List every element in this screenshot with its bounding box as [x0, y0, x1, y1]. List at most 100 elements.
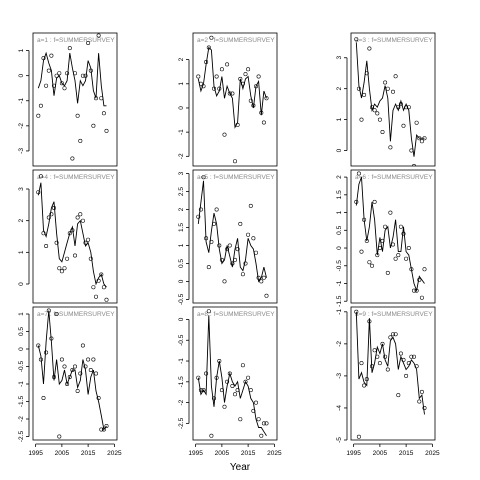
x-tick-label: 2025 [267, 450, 282, 457]
observed-point [44, 350, 49, 355]
observed-point [259, 110, 264, 115]
observed-point [62, 364, 67, 369]
observed-point [375, 111, 380, 116]
observed-point [390, 332, 395, 337]
observed-point [419, 139, 424, 144]
observed-point [65, 256, 70, 261]
observed-point [406, 105, 411, 110]
observed-point [380, 341, 385, 346]
y-tick-label: 2 [336, 175, 343, 179]
observed-point [91, 357, 96, 362]
panel-marks [196, 309, 269, 438]
observed-point [235, 388, 240, 393]
panel-frame [32, 32, 118, 167]
observed-point [204, 371, 209, 376]
observed-point [388, 210, 393, 215]
observed-point [78, 212, 83, 217]
y-tick-label: -0.5 [178, 293, 185, 305]
y-tick-label: 1 [336, 210, 343, 214]
observed-point [356, 86, 361, 91]
observed-point [67, 46, 72, 51]
y-tick-label: 3 [18, 187, 25, 191]
observed-point [212, 396, 217, 401]
observed-point [261, 275, 266, 280]
y-tick-label: 0 [18, 73, 25, 77]
observed-point [354, 37, 359, 42]
observed-point [246, 375, 251, 380]
observed-point [201, 388, 206, 393]
observed-point [104, 423, 109, 428]
observed-point [388, 335, 393, 340]
observed-point [206, 265, 211, 270]
observed-point [196, 74, 201, 79]
observed-point [227, 371, 232, 376]
observed-point [227, 243, 232, 248]
observed-point [46, 68, 51, 73]
y-tick-label: 0 [18, 347, 25, 351]
observed-point [372, 108, 377, 113]
observed-point [46, 308, 51, 313]
observed-point [204, 236, 209, 241]
observed-point [372, 348, 377, 353]
observed-point [383, 80, 388, 85]
observed-point [65, 381, 70, 386]
observed-point [259, 279, 264, 284]
panel-label: a=8 : f=SUMMERSURVEY [197, 311, 275, 318]
observed-point [217, 243, 222, 248]
y-tick-label: 0 [336, 246, 343, 250]
observed-point [57, 71, 62, 76]
y-tick-label: -2.5 [178, 417, 185, 429]
x-tick-label: 1995 [28, 450, 43, 457]
y-tick-label: 0 [178, 317, 185, 321]
observed-point [356, 171, 361, 176]
y-tick-label: -2.5 [18, 431, 25, 443]
observed-point [377, 361, 382, 366]
observed-point [254, 84, 259, 89]
y-tick-label: -0.5 [178, 334, 185, 346]
observed-point [198, 388, 203, 393]
observed-point [264, 421, 269, 426]
observed-point [233, 257, 238, 262]
observed-point [83, 364, 88, 369]
y-tick-label: 0.5 [178, 259, 185, 268]
observed-point [230, 383, 235, 388]
observed-point [96, 33, 101, 38]
panel-a4: 0 1 2 3 a=4 : f=SUMMERSURVEY [18, 169, 118, 304]
observed-point [422, 405, 427, 410]
x-tick-label: 2015 [399, 450, 414, 457]
observed-point [251, 408, 256, 413]
y-tick-label: -2 [178, 153, 185, 159]
observed-point [214, 375, 219, 380]
y-tick-label: -2 [18, 416, 25, 422]
panel-label: a=9 : f=SUMMERSURVEY [355, 311, 433, 318]
fitted-line [37, 310, 107, 431]
observed-point [57, 434, 62, 439]
observed-point [44, 244, 49, 249]
fitted-line [197, 46, 267, 129]
y-tick-label: 1.5 [178, 223, 185, 232]
panel-frame [192, 169, 278, 304]
panel-marks [196, 175, 269, 298]
observed-point [70, 156, 75, 161]
observed-point [73, 253, 78, 258]
observed-point [264, 96, 269, 101]
observed-point [227, 91, 232, 96]
observed-point [36, 113, 41, 118]
y-tick-label: 2 [178, 57, 185, 61]
observed-point [419, 389, 424, 394]
y-tick-label: -2 [178, 399, 185, 405]
observed-point [38, 357, 43, 362]
observed-point [362, 92, 367, 97]
panel-marks [196, 35, 269, 164]
observed-point [91, 285, 96, 290]
observed-point [385, 367, 390, 372]
observed-point [86, 237, 91, 242]
panel-label: a=5 : f=SUMMERSURVEY [197, 174, 275, 181]
x-tick-label: 2015 [81, 450, 96, 457]
observed-point [38, 174, 43, 179]
observed-point [261, 421, 266, 426]
observed-point [254, 250, 259, 255]
observed-point [101, 427, 106, 432]
observed-point [356, 434, 361, 439]
panel-marks [36, 33, 109, 161]
